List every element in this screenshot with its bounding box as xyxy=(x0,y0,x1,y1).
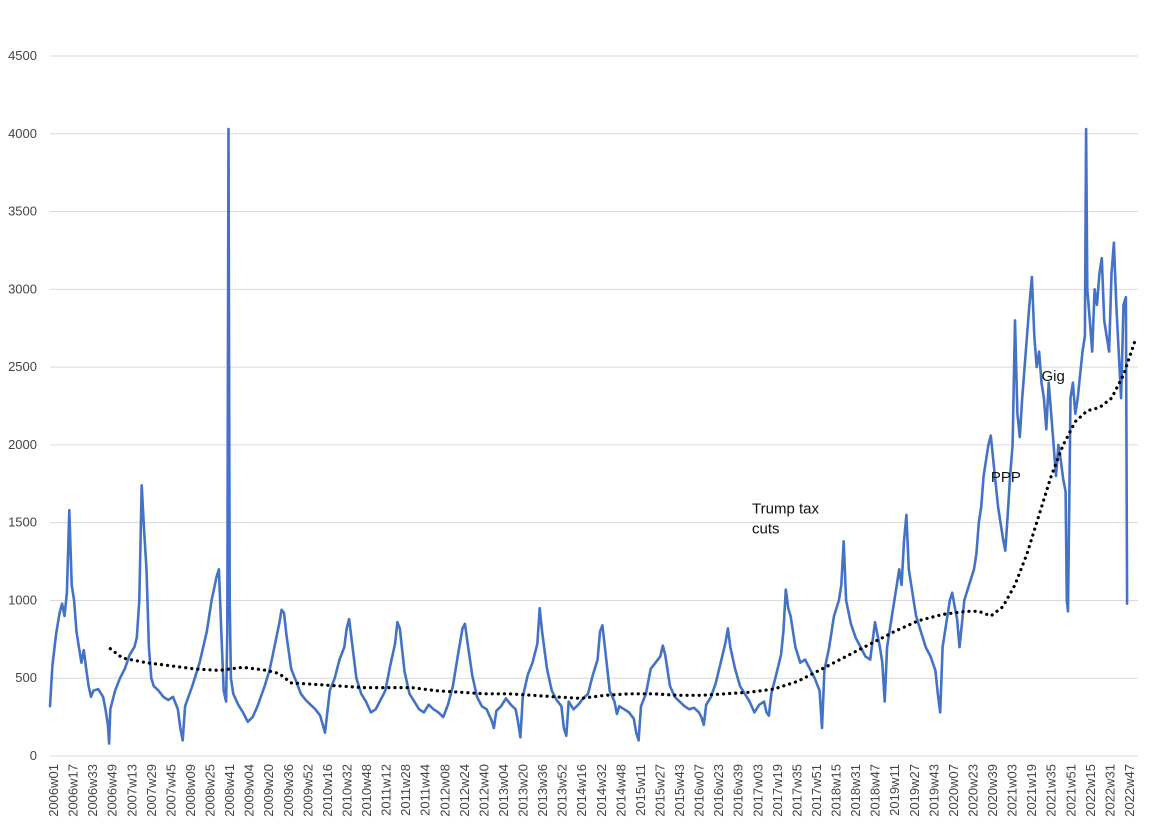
y-tick-label: 2500 xyxy=(8,359,37,374)
x-tick-label: 2019w11 xyxy=(887,764,902,816)
x-tick-label: 2008w25 xyxy=(203,764,218,817)
x-tick-label: 2014w48 xyxy=(613,764,628,817)
x-tick-label: 2010w16 xyxy=(320,764,335,817)
x-tick-label: 2006w49 xyxy=(105,764,120,817)
x-tick-label: 2009w36 xyxy=(281,764,296,817)
x-tick-label: 2012w24 xyxy=(457,764,472,817)
y-tick-label: 0 xyxy=(30,748,37,763)
x-tick-label: 2020w07 xyxy=(946,764,961,817)
x-tick-label: 2016w23 xyxy=(711,764,726,817)
annotation-line: Gig xyxy=(1042,368,1065,385)
x-tick-label: 2017w03 xyxy=(750,764,765,817)
x-tick-label: 2012w08 xyxy=(437,764,452,817)
y-tick-label: 3000 xyxy=(8,281,37,296)
x-tick-label: 2013w36 xyxy=(535,764,550,817)
annotation-line: cuts xyxy=(752,520,780,537)
x-tick-label: 2007w29 xyxy=(144,764,159,817)
x-tick-label: 2010w48 xyxy=(359,764,374,817)
x-tick-label: 2009w52 xyxy=(300,764,315,817)
x-tick-label: 2012w40 xyxy=(476,764,491,817)
x-tick-label: 2013w04 xyxy=(496,764,511,817)
x-tick-label: 2022w47 xyxy=(1122,764,1137,817)
x-tick-label: 2007w45 xyxy=(163,764,178,817)
x-tick-label: 2006w01 xyxy=(46,764,61,817)
x-tick-label: 2014w32 xyxy=(594,764,609,817)
x-tick-label: 2013w20 xyxy=(516,764,531,817)
x-tick-label: 2022w15 xyxy=(1083,764,1098,817)
y-tick-label: 4500 xyxy=(8,48,37,63)
weekly-series-line xyxy=(48,127,1129,745)
y-axis-ticks: 0 500 1000 1500 2000 2500 3000 3500 4000 4500 xyxy=(8,48,37,763)
x-tick-label: 2021w19 xyxy=(1024,764,1039,817)
y-tick-label: 1000 xyxy=(8,592,37,607)
x-tick-label: 2018w31 xyxy=(848,764,863,817)
series-lines xyxy=(48,127,1138,745)
x-tick-label: 2011w12 xyxy=(379,764,394,816)
y-tick-label: 500 xyxy=(15,670,37,685)
x-tick-label: 2019w27 xyxy=(907,764,922,817)
x-tick-label: 2010w32 xyxy=(339,764,354,817)
annotations: Trump tax cuts PPP Gig xyxy=(752,368,1065,537)
x-tick-label: 2013w52 xyxy=(555,764,570,817)
x-tick-label: 2020w23 xyxy=(965,764,980,817)
x-tick-label: 2009w20 xyxy=(261,764,276,817)
annotation-label: Trump tax cuts xyxy=(752,500,819,537)
x-tick-label: 2015w11 xyxy=(633,764,648,816)
annotation-label: PPP xyxy=(991,469,1021,486)
x-tick-label: 2008w41 xyxy=(222,764,237,817)
x-tick-label: 2015w43 xyxy=(672,764,687,817)
x-tick-label: 2006w17 xyxy=(66,764,81,817)
x-tick-label: 2017w51 xyxy=(809,764,824,817)
x-tick-label: 2014w16 xyxy=(574,764,589,817)
annotation-line: PPP xyxy=(991,469,1021,486)
y-tick-label: 3500 xyxy=(8,204,37,219)
x-tick-label: 2016w07 xyxy=(692,764,707,817)
x-tick-label: 2019w43 xyxy=(926,764,941,817)
x-tick-label: 2018w47 xyxy=(868,764,883,817)
annotation-label: Gig xyxy=(1042,368,1065,385)
x-tick-label: 2006w33 xyxy=(85,764,100,817)
x-tick-label: 2008w09 xyxy=(183,764,198,817)
x-tick-label: 2022w31 xyxy=(1102,764,1117,817)
x-tick-label: 2015w27 xyxy=(652,764,667,817)
x-tick-label: 2011w44 xyxy=(418,764,433,816)
y-tick-label: 2000 xyxy=(8,437,37,452)
x-axis-ticks: 2006w01 2006w17 2006w33 2006w49 2007w13 2007w… xyxy=(46,764,1137,817)
y-tick-label: 4000 xyxy=(8,126,37,141)
x-tick-label: 2011w28 xyxy=(398,764,413,816)
trend-line xyxy=(108,337,1138,701)
x-tick-label: 2017w35 xyxy=(789,764,804,817)
x-tick-label: 2017w19 xyxy=(770,764,785,817)
x-tick-label: 2021w51 xyxy=(1063,764,1078,817)
annotation-line: Trump tax xyxy=(752,500,819,517)
x-tick-label: 2009w04 xyxy=(242,764,257,817)
grid-lines xyxy=(50,55,1138,757)
x-tick-label: 2021w03 xyxy=(1005,764,1020,817)
x-tick-label: 2007w13 xyxy=(124,764,139,817)
x-tick-label: 2018w15 xyxy=(829,764,844,817)
x-tick-label: 2021w35 xyxy=(1044,764,1059,817)
x-tick-label: 2020w39 xyxy=(985,764,1000,817)
x-tick-label: 2016w39 xyxy=(731,764,746,817)
y-tick-label: 1500 xyxy=(8,515,37,530)
